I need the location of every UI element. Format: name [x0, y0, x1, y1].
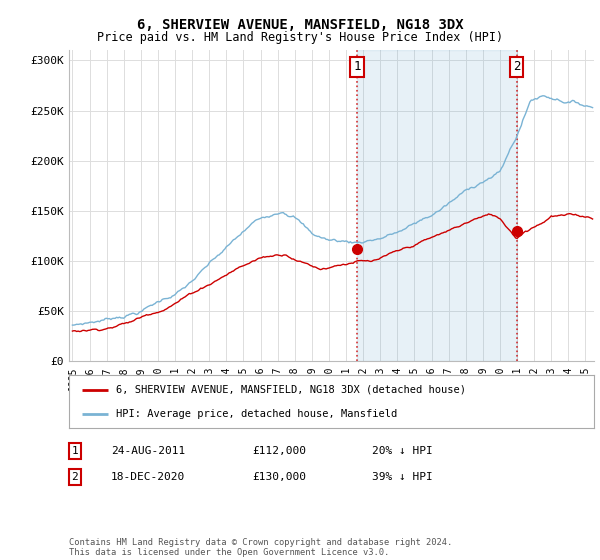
Text: 20% ↓ HPI: 20% ↓ HPI: [372, 446, 433, 456]
Text: 6, SHERVIEW AVENUE, MANSFIELD, NG18 3DX: 6, SHERVIEW AVENUE, MANSFIELD, NG18 3DX: [137, 18, 463, 32]
Text: HPI: Average price, detached house, Mansfield: HPI: Average price, detached house, Mans…: [116, 409, 398, 419]
Text: 24-AUG-2011: 24-AUG-2011: [111, 446, 185, 456]
Text: Contains HM Land Registry data © Crown copyright and database right 2024.
This d: Contains HM Land Registry data © Crown c…: [69, 538, 452, 557]
Text: £130,000: £130,000: [252, 472, 306, 482]
Text: Price paid vs. HM Land Registry's House Price Index (HPI): Price paid vs. HM Land Registry's House …: [97, 31, 503, 44]
Text: 2: 2: [513, 60, 520, 73]
Text: 6, SHERVIEW AVENUE, MANSFIELD, NG18 3DX (detached house): 6, SHERVIEW AVENUE, MANSFIELD, NG18 3DX …: [116, 385, 466, 395]
Text: 1: 1: [71, 446, 79, 456]
Text: £112,000: £112,000: [252, 446, 306, 456]
Bar: [357, 50, 517, 361]
Text: 18-DEC-2020: 18-DEC-2020: [111, 472, 185, 482]
Text: 2: 2: [71, 472, 79, 482]
Text: 39% ↓ HPI: 39% ↓ HPI: [372, 472, 433, 482]
Text: 1: 1: [353, 60, 361, 73]
